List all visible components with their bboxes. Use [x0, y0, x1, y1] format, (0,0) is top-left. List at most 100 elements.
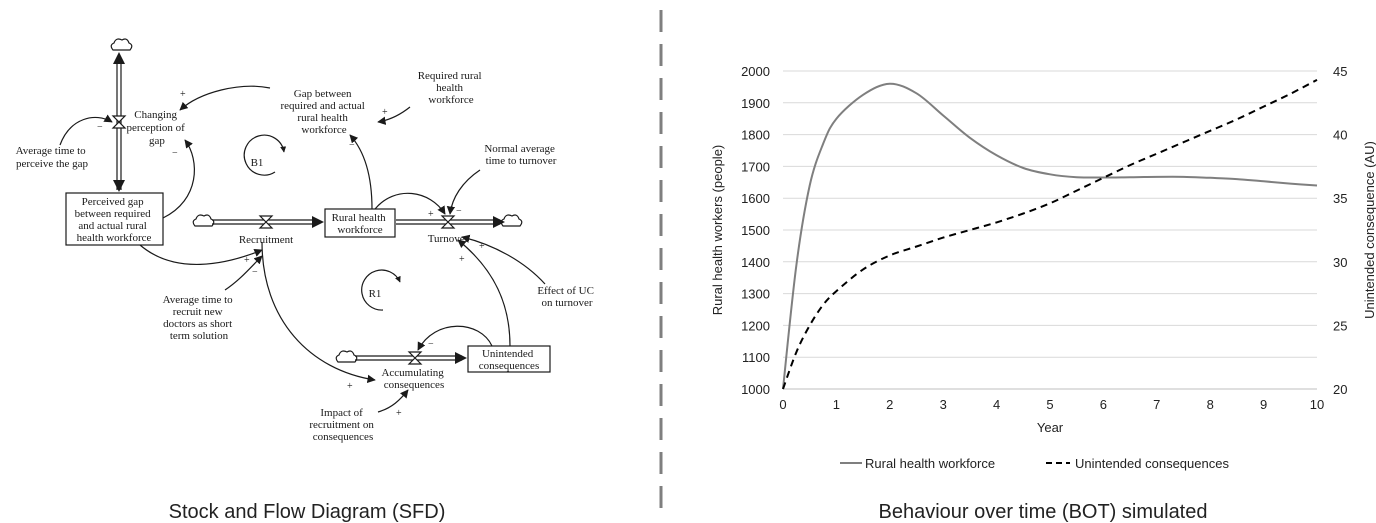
valve-changing-perception-icon	[111, 115, 127, 129]
valve-accumulating-icon	[407, 351, 423, 365]
svg-text:+: +	[428, 209, 434, 220]
x-tick-label: 3	[940, 397, 947, 412]
y2-tick-label: 45	[1333, 64, 1347, 79]
y-tick-label: 1400	[741, 255, 770, 270]
label-normal-turnover: Normal average time to turnover	[484, 143, 557, 167]
y-tick-label: 1500	[741, 223, 770, 238]
chart-title: Behaviour over time (BOT) simulated	[878, 501, 1207, 523]
x-tick-label: 4	[993, 397, 1000, 412]
svg-text:+: +	[382, 107, 388, 118]
chart-y2label: Unintended consequence (AU)	[1362, 141, 1376, 319]
sfd-caption: Stock and Flow Diagram (SFD)	[169, 501, 446, 523]
label-rural-workforce: Rural health workforce	[332, 212, 389, 236]
label-effect-uc: Effect of UC on turnover	[537, 285, 596, 309]
link-perceived-to-changing	[162, 139, 195, 219]
y-tick-label: 1300	[741, 287, 770, 302]
x-tick-label: 1	[833, 397, 840, 412]
link-avgtime-to-changing	[59, 114, 113, 146]
legend-label-unintended: Unintended consequences	[1075, 456, 1229, 471]
x-tick-label: 10	[1310, 397, 1324, 412]
x-tick-label: 7	[1153, 397, 1160, 412]
y2-tick-label: 40	[1333, 128, 1347, 143]
valve-turnover-icon	[440, 215, 456, 229]
svg-text:−: −	[456, 206, 462, 217]
y-tick-label: 1900	[741, 96, 770, 111]
cloud-turnover-sink-icon	[500, 214, 523, 227]
y2-tick-label: 25	[1333, 318, 1347, 333]
label-required: Required rural health workforce	[418, 70, 485, 106]
y2-tick-label: 30	[1333, 255, 1347, 270]
pipe-changing-perception	[111, 52, 127, 192]
link-avgtime-to-recruitment	[224, 255, 263, 291]
x-tick-label: 6	[1100, 397, 1107, 412]
bot-chart: 1000110012001300140015001600170018001900…	[710, 64, 1376, 523]
link-unintended-to-accumulating	[417, 325, 493, 351]
stock-flow-diagram: B1 R1 + − − + − + − + − + − + + + Changi…	[16, 38, 596, 523]
x-tick-label: 0	[779, 397, 786, 412]
y-tick-label: 1000	[741, 382, 770, 397]
label-gap: Gap between required and actual rural he…	[280, 88, 367, 136]
label-avg-time-perceive: Average time to perceive the gap	[16, 145, 89, 170]
pipe-accumulating	[355, 351, 467, 365]
legend-label-workforce: Rural health workforce	[865, 456, 995, 471]
chart-y-ticks: 1000 1100 1200 1300 1400 1500 1600 1700 1800 1900…	[741, 64, 770, 397]
series-line-rural-workforce	[782, 82, 1318, 390]
y-tick-label: 1600	[741, 191, 770, 206]
link-perceived-to-recruitment	[139, 244, 263, 265]
link-workforce-to-turnover	[374, 192, 446, 215]
label-avg-time-recruit: Average time to recruit new doctors as s…	[163, 294, 236, 342]
chart-ylabel: Rural health workers (people)	[710, 145, 725, 316]
chart-legend: Rural health workforce Unintended conseq…	[840, 456, 1229, 471]
chart-x-ticks: 0 1 2 3 4 5 6 7 8 9 10	[779, 397, 1324, 412]
pipe-recruitment	[212, 215, 324, 229]
y-tick-label: 2000	[741, 64, 770, 79]
svg-text:+: +	[459, 254, 465, 265]
stock-rural-workforce	[324, 208, 396, 238]
stock-unintended	[467, 345, 551, 373]
link-effect-to-turnover	[461, 234, 546, 285]
x-tick-label: 9	[1260, 397, 1267, 412]
label-impact-recruitment: Impact of recruitment on consequences	[309, 407, 376, 443]
svg-text:+: +	[244, 255, 250, 266]
cloud-consequences-source-icon	[335, 350, 358, 363]
x-tick-label: 8	[1207, 397, 1214, 412]
y-tick-label: 1100	[742, 350, 770, 365]
svg-text:−: −	[172, 148, 178, 159]
label-accumulating: Accumulating consequences	[381, 367, 446, 391]
stock-perceived-gap	[65, 192, 164, 246]
y2-tick-label: 20	[1333, 382, 1347, 397]
link-impact-to-accumulating	[377, 389, 409, 413]
svg-text:+: +	[347, 381, 353, 392]
x-tick-label: 5	[1046, 397, 1053, 412]
label-perceived-gap: Perceived gap between required and actua…	[75, 196, 154, 244]
chart-gridlines	[783, 70, 1317, 358]
link-workforce-to-gap	[349, 134, 373, 210]
label-recruitment: Recruitment	[239, 234, 293, 246]
chart-xlabel: Year	[1037, 420, 1064, 435]
y-tick-label: 1800	[741, 128, 770, 143]
svg-text:−: −	[428, 339, 434, 350]
chart-y2-ticks: 20 25 30 35 40 45	[1333, 64, 1347, 397]
loop-r1-arrow	[361, 269, 401, 311]
pipe-turnover	[396, 215, 505, 229]
svg-text:−: −	[252, 267, 258, 278]
label-changing-perception: Changing perception of gap	[126, 109, 187, 147]
svg-text:−: −	[97, 122, 103, 133]
link-recruitment-to-accumulating	[261, 241, 376, 383]
link-unintended-to-turnover	[457, 239, 511, 347]
loop-b1-label: B1	[251, 157, 264, 169]
label-unintended: Unintended consequences	[479, 348, 539, 372]
link-normal-to-turnover	[446, 169, 481, 215]
label-turnover: Turnover	[428, 233, 469, 245]
y2-tick-label: 35	[1333, 191, 1347, 206]
svg-text:−: −	[349, 140, 355, 151]
link-required-to-gap	[377, 106, 411, 125]
y-tick-label: 1200	[741, 318, 770, 333]
x-tick-label: 2	[886, 397, 893, 412]
cloud-top-icon	[110, 38, 133, 51]
polarity-signs: + − − + − + − + − + − + + +	[97, 89, 485, 419]
valve-recruitment-icon	[258, 215, 274, 229]
chart-series	[782, 79, 1318, 390]
